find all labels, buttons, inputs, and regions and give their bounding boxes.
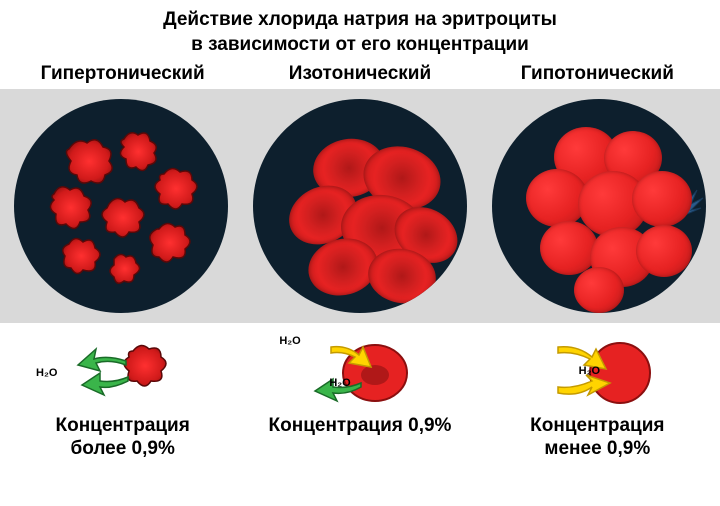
small-diagram-isotonic: H₂O H₂O bbox=[241, 331, 478, 411]
conc-hypo-l2: менее 0,9% bbox=[544, 438, 650, 459]
conc-hypertonic: Концентрация более 0,9% bbox=[4, 415, 241, 461]
title-line1: Действие хлорида натрия на эритроциты bbox=[163, 9, 557, 30]
column-labels-row: Гипертонический Изотонический Гипотониче… bbox=[0, 63, 720, 89]
small-diagram-hypertonic: H₂O bbox=[4, 331, 241, 411]
circle-isotonic bbox=[253, 99, 467, 313]
conc-hyper-l2: более 0,9% bbox=[70, 438, 174, 459]
circle-hypertonic bbox=[14, 99, 228, 313]
h2o-label-iso-in: H₂O bbox=[279, 335, 300, 347]
title-line2: в зависимости от его концентрации bbox=[191, 34, 529, 55]
conc-hyper-l1: Концентрация bbox=[56, 415, 190, 436]
conc-hypo-l1: Концентрация bbox=[530, 415, 664, 436]
bottom-col-hypertonic: H₂O Концентрация более 0,9% bbox=[4, 331, 241, 461]
bottom-col-isotonic: H₂O H₂O Концентрация 0,9% bbox=[241, 331, 478, 461]
conc-isotonic: Концентрация 0,9% bbox=[241, 415, 478, 438]
hypertonic-svg bbox=[38, 331, 208, 411]
crenated-cells-svg bbox=[14, 99, 228, 313]
small-diagram-hypotonic: H₂O bbox=[479, 331, 716, 411]
h2o-label-hyper: H₂O bbox=[36, 367, 57, 379]
conc-iso-l1: Концентрация 0,9% bbox=[269, 415, 452, 436]
circles-band bbox=[0, 89, 720, 323]
label-hypertonic: Гипертонический bbox=[4, 63, 241, 85]
circle-hypotonic bbox=[492, 99, 706, 313]
h2o-label-hypo: H₂O bbox=[579, 365, 600, 377]
label-hypotonic: Гипотонический bbox=[479, 63, 716, 85]
h2o-label-iso-out: H₂O bbox=[329, 377, 350, 389]
conc-hypotonic: Концентрация менее 0,9% bbox=[479, 415, 716, 461]
bottom-col-hypotonic: H₂O Концентрация менее 0,9% bbox=[479, 331, 716, 461]
label-isotonic: Изотонический bbox=[241, 63, 478, 85]
title: Действие хлорида натрия на эритроциты в … bbox=[0, 0, 720, 63]
bottom-row: H₂O Концентрация более 0,9% H₂O H₂O Конц… bbox=[0, 323, 720, 461]
